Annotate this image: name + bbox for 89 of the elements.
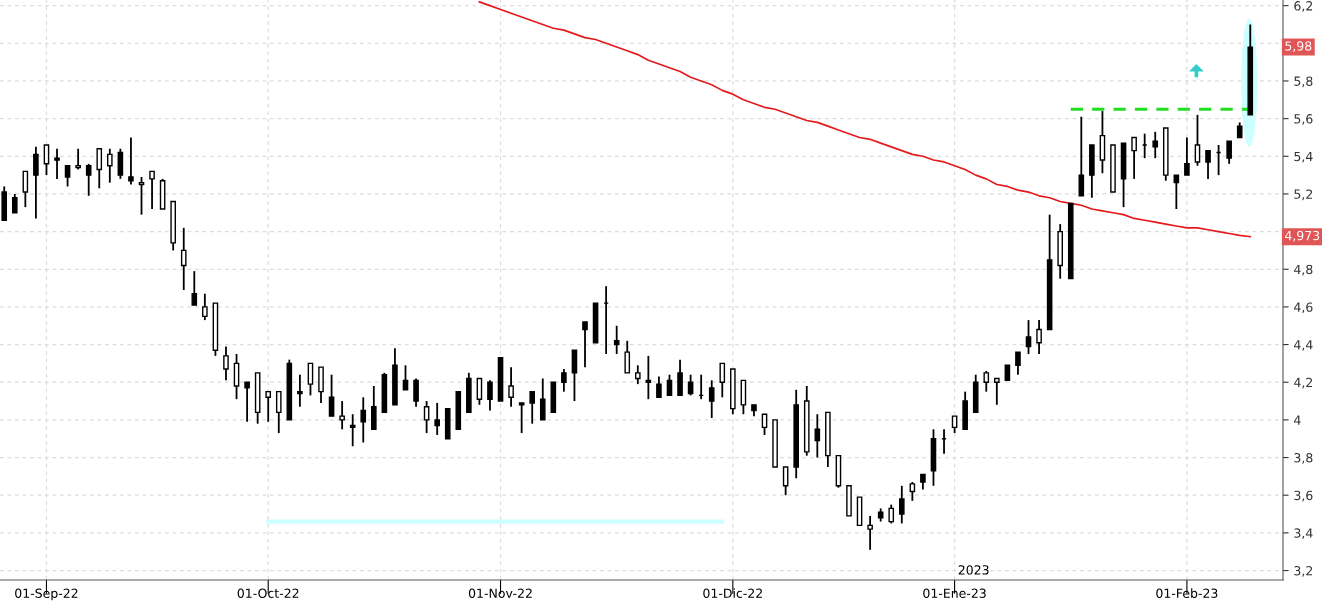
candlestick [719, 362, 726, 399]
candlestick [645, 354, 652, 401]
candlestick [96, 147, 103, 190]
candlestick [1184, 136, 1190, 177]
candlestick [571, 349, 578, 402]
candlestick [1036, 319, 1042, 355]
candlestick [33, 145, 39, 220]
candlestick [983, 370, 990, 393]
candlestick [11, 193, 18, 214]
candlestick [518, 402, 525, 434]
candlestick [371, 385, 377, 431]
y-tick-label: 5,6 [1294, 114, 1313, 125]
candlestick [128, 136, 134, 186]
candlestick [1194, 113, 1201, 167]
x-tick-label: 01-Dic-22 [703, 588, 762, 598]
candlestick [634, 364, 641, 386]
candlestick [1152, 130, 1159, 160]
candlestick [624, 339, 631, 374]
candlestick [1173, 174, 1180, 210]
candlestick [202, 292, 208, 322]
x-tick-label: 01-Feb-23 [1156, 588, 1218, 598]
candlestick [708, 379, 715, 419]
y-tick-label: 5,8 [1294, 76, 1313, 88]
x-tick-label: 01-Oct-22 [237, 588, 299, 598]
y-tick-label: 4,8 [1294, 264, 1313, 276]
candlestick [149, 170, 155, 210]
candlestick [64, 164, 71, 188]
candlestick [613, 324, 620, 355]
candlestick [191, 270, 198, 306]
candlestick [909, 481, 916, 502]
y-tick-label: 3,4 [1294, 528, 1313, 540]
candlestick [1205, 149, 1211, 180]
candlestick [1226, 140, 1232, 165]
candlestick [539, 377, 546, 421]
y-tick-label: 6,2 [1294, 1, 1313, 12]
candlestick [349, 413, 356, 448]
candlestick [561, 368, 567, 393]
candlestick [307, 362, 314, 397]
y-tick-label: 3,6 [1294, 490, 1313, 502]
candlestick [22, 170, 29, 209]
candlestick [1078, 115, 1085, 197]
y-tick-label: 3,8 [1294, 453, 1313, 464]
x-tick-label: 01-Sep-22 [15, 588, 78, 601]
candlestick [275, 390, 282, 434]
candlestick [265, 390, 272, 423]
candlestick [339, 400, 345, 431]
y-tick-label: 4,6 [1294, 302, 1313, 314]
x-tick-label: 01-Ene-23 [923, 588, 986, 598]
text: 5,98 [1285, 41, 1312, 52]
y-tick-label: 4,2 [1294, 377, 1313, 389]
candlestick [1025, 319, 1032, 355]
candlestick [107, 147, 113, 184]
candlestick [1015, 351, 1021, 376]
candlestick [656, 375, 662, 399]
candlestick [413, 377, 419, 408]
x-tick-label: 01-Nov-22 [468, 588, 532, 598]
candlestick [54, 147, 60, 180]
candlestick [898, 484, 905, 525]
annotation: 2023 [958, 565, 989, 575]
y-tick-label: 4,4 [1294, 340, 1313, 351]
y-tick-label: 4 [1294, 415, 1301, 425]
candlestick [360, 396, 367, 444]
candlestick [138, 176, 145, 216]
candlestick [223, 345, 229, 382]
line-series [478, 1, 1252, 238]
candlestick [888, 503, 895, 525]
candlestick [233, 353, 240, 401]
candlestick [1131, 136, 1137, 180]
candlestick [43, 144, 50, 177]
candlestick [529, 390, 536, 425]
candlestick [434, 402, 440, 436]
y-tick-label: 3,2 [1294, 566, 1313, 577]
candlestick [677, 358, 683, 397]
y-tick-label: 5,2 [1294, 189, 1313, 201]
candlestick [423, 400, 430, 434]
candlestick [476, 377, 483, 406]
candlestick [85, 162, 92, 197]
text: 4,973 [1285, 230, 1320, 242]
candlestick [994, 377, 1000, 406]
candlestick [867, 515, 873, 551]
y-tick-label: 5,4 [1294, 151, 1313, 163]
candlestick [117, 147, 124, 180]
candlestick [180, 226, 187, 291]
candlestick [244, 381, 250, 423]
candlestick [75, 147, 81, 171]
candlestick [508, 366, 514, 408]
candlestick [487, 379, 493, 412]
candlestick [297, 373, 303, 408]
candlestick [582, 321, 588, 369]
